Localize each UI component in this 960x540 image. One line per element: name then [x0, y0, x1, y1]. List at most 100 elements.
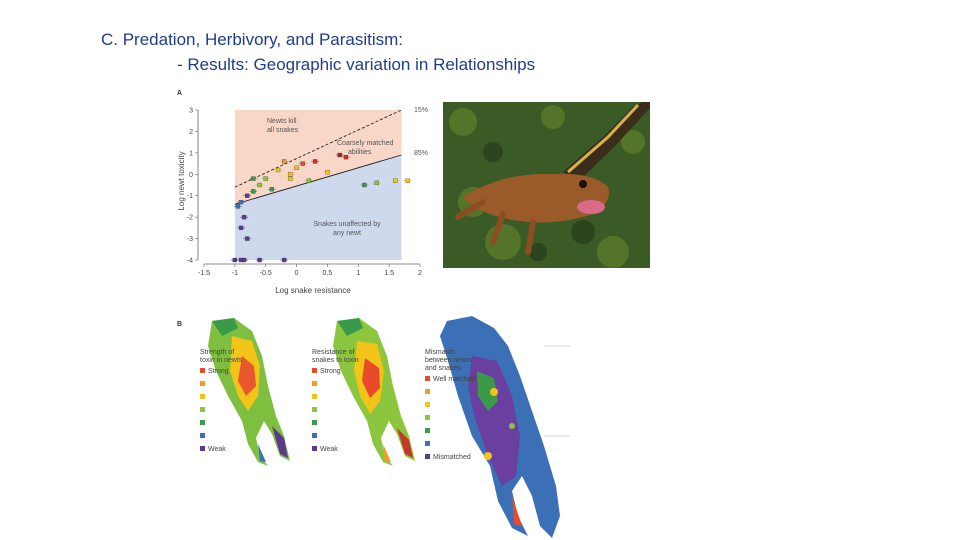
legend-swatch	[312, 394, 317, 399]
legend-swatch	[200, 394, 205, 399]
legend-low-label: Weak	[320, 446, 338, 453]
legend-swatch	[425, 402, 430, 407]
legend-swatch	[200, 407, 205, 412]
data-point	[257, 257, 262, 263]
map-legend-title: Mismatch	[425, 349, 455, 356]
region-label-matched-1: Coarsely matched	[337, 140, 394, 147]
region-label-newts-kill-2: all snakes	[267, 127, 299, 134]
data-point	[245, 193, 250, 198]
line-label-15: 15%	[414, 107, 428, 114]
legend-swatch	[312, 420, 317, 425]
panel-a-label: A	[177, 90, 182, 97]
x-tick-label: -0.5	[260, 270, 272, 277]
legend-swatch	[200, 433, 205, 438]
y-axis-label: Log newt toxicity	[177, 151, 186, 210]
newt-snake-photo	[443, 102, 650, 268]
data-point	[238, 225, 244, 231]
data-point	[337, 152, 342, 158]
map-legend-title: toxin in newts	[200, 357, 243, 364]
x-tick-label: 0	[295, 270, 299, 277]
legend-swatch	[312, 407, 317, 412]
slide-title: C. Predation, Herbivory, and Parasitism:	[101, 30, 404, 49]
x-tick-label: -1.5	[198, 270, 210, 277]
data-point	[282, 159, 287, 164]
y-tick-label: -3	[187, 236, 193, 243]
resistance-map	[333, 318, 415, 466]
legend-swatch	[200, 368, 205, 373]
data-point	[235, 204, 241, 209]
data-point	[300, 161, 305, 166]
legend-high-label: Strong	[208, 368, 229, 375]
region-newts-kill	[234, 110, 402, 205]
legend-swatch	[200, 420, 205, 425]
data-point	[374, 180, 379, 186]
region-snakes-unaffected	[234, 155, 402, 260]
legend-swatch	[200, 446, 205, 451]
legend-swatch	[425, 389, 430, 394]
data-point	[282, 257, 287, 263]
x-axis-label: Log snake resistance	[275, 286, 351, 295]
legend-swatch	[312, 368, 317, 373]
legend-swatch	[425, 428, 430, 433]
map-legend-title: snakes to toxin	[312, 357, 359, 364]
toxin-map	[208, 318, 290, 466]
legend-high-label: Well matched	[433, 376, 475, 383]
data-point	[232, 257, 238, 263]
data-point	[294, 165, 299, 171]
x-tick-label: 0.5	[323, 270, 333, 277]
x-tick-label: 2	[418, 270, 422, 277]
data-point	[288, 176, 293, 181]
data-point	[257, 182, 262, 188]
data-point	[251, 176, 256, 181]
y-tick-label: -1	[187, 193, 193, 200]
data-point	[325, 169, 330, 175]
data-point	[238, 199, 244, 205]
x-tick-label: 1	[356, 270, 360, 277]
region-label-unaffected-1: Snakes unaffected by	[313, 221, 381, 228]
y-tick-label: -2	[187, 215, 193, 222]
data-point	[288, 172, 293, 177]
data-point	[393, 178, 398, 183]
data-point	[241, 257, 247, 263]
data-point	[362, 182, 367, 188]
legend-swatch	[312, 446, 317, 451]
mismatch-map	[440, 316, 570, 538]
legend-swatch	[425, 454, 430, 459]
map-legend-title: Resistance of	[312, 349, 354, 356]
data-point	[405, 178, 410, 183]
data-point	[263, 176, 268, 181]
plot-area: -1.5 -1 -0.5 0 0.5 1 1.5 2 -4 -3 -2 -1 0 1 2 3	[187, 108, 422, 278]
panel-b-label: B	[177, 321, 182, 328]
data-point	[312, 159, 318, 164]
map-legend-title: Strength of	[200, 349, 234, 356]
legend-swatch	[425, 441, 430, 446]
boundary-line	[234, 109, 402, 188]
legend-low-label: Weak	[208, 446, 226, 453]
data-point	[269, 187, 275, 192]
legend-swatch	[425, 415, 430, 420]
y-tick-label: 3	[189, 108, 193, 115]
legend-swatch	[312, 433, 317, 438]
region-label-unaffected-2: any newt	[333, 230, 361, 237]
data-point	[343, 154, 349, 160]
y-tick-label: 2	[189, 129, 193, 136]
y-tick-label: 1	[189, 150, 193, 157]
data-point	[241, 214, 247, 220]
data-point	[245, 236, 250, 241]
legend-swatch	[425, 376, 430, 381]
slide-subtitle: - Results: Geographic variation in Relat…	[177, 55, 536, 74]
data-point	[275, 167, 281, 173]
map-legend-title: between newts	[425, 357, 472, 364]
region-label-matched-2: abilities	[348, 149, 372, 156]
legend-swatch	[312, 381, 317, 386]
boundary-line	[234, 154, 402, 205]
x-tick-label: 1.5	[384, 270, 394, 277]
legend-swatch	[200, 381, 205, 386]
x-tick-label: -1	[232, 270, 238, 277]
map-legend-title: and snakes	[425, 365, 461, 372]
y-tick-label: -4	[187, 258, 193, 265]
data-point	[251, 189, 256, 194]
legend-low-label: Mismatched	[433, 454, 471, 461]
newt-snake-illustration	[443, 102, 650, 268]
